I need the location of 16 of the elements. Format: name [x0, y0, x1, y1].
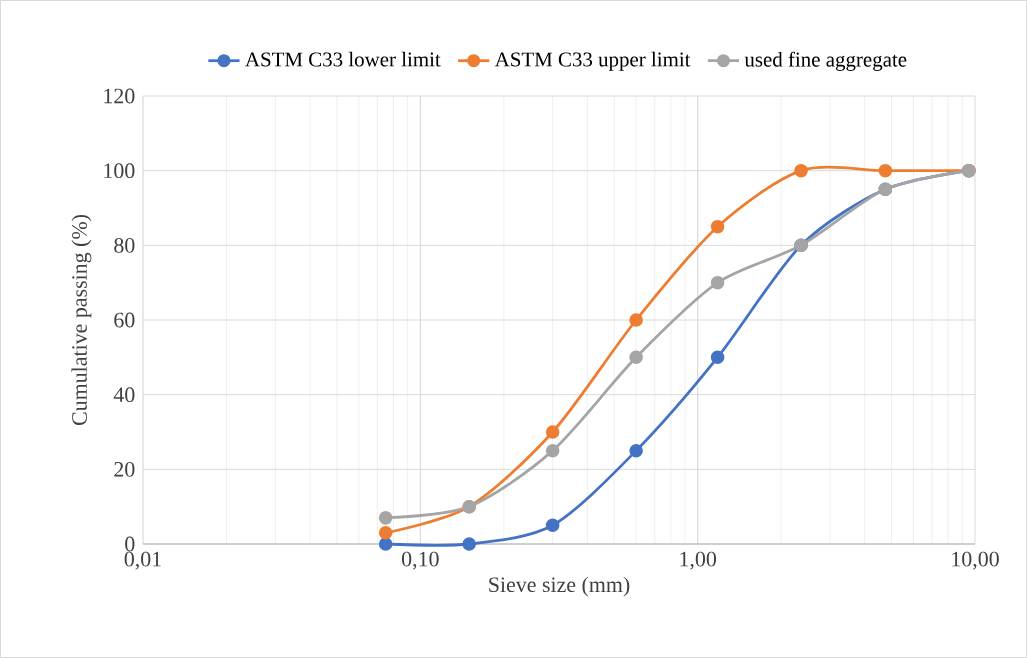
y-tick-label: 0 — [125, 536, 135, 552]
y-tick-label: 120 — [104, 88, 135, 104]
x-tick-label: 0,01 — [124, 551, 161, 570]
y-tick-label: 80 — [114, 237, 135, 253]
y-tick-label: 40 — [113, 387, 135, 403]
legend-label: used fine aggregate — [744, 51, 907, 71]
y-tick-label: 20 — [114, 461, 135, 477]
x-tick-label: 10,00 — [952, 551, 999, 570]
y-tick-label: 100 — [104, 163, 135, 179]
y-tick-label: 60 — [114, 312, 135, 328]
legend-label: ASTM C33 upper limit — [494, 51, 691, 71]
x-axis-title: Sieve size (mm) — [489, 576, 630, 597]
y-axis-title: Cumulative passing (%) — [71, 215, 92, 426]
legend-label: ASTM C33 lower limit — [245, 51, 441, 67]
x-tick-label: 1,00 — [680, 551, 717, 570]
x-tick-label: 0,10 — [402, 551, 439, 570]
